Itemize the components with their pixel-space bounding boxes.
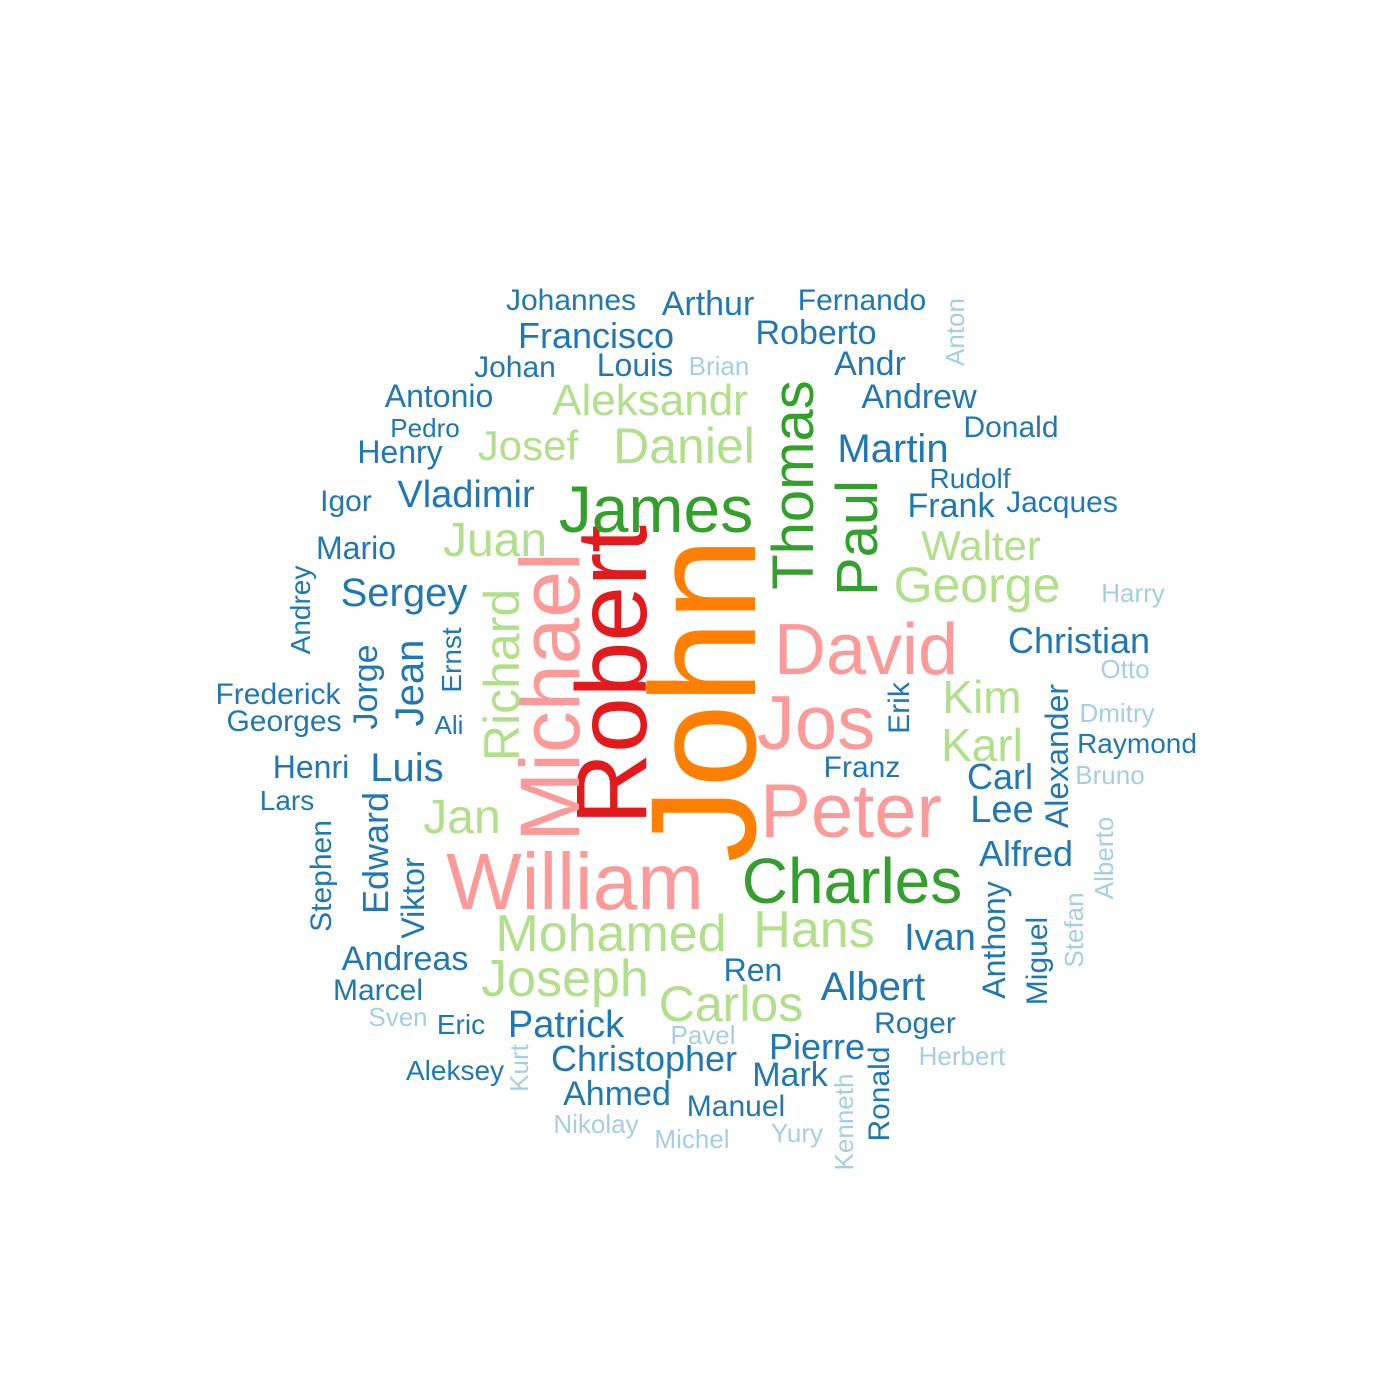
word-roger: Roger bbox=[874, 1007, 956, 1040]
word-christian: Christian bbox=[1007, 620, 1151, 661]
word-mohamed: Mohamed bbox=[495, 905, 727, 963]
word-walter: Walter bbox=[921, 522, 1041, 569]
word-ivan: Ivan bbox=[904, 917, 976, 959]
word-herbert: Herbert bbox=[918, 1041, 1006, 1071]
word-alexander: Alexander bbox=[1039, 683, 1075, 829]
word-kenneth: Kenneth bbox=[829, 1073, 859, 1171]
word-david: David bbox=[773, 610, 959, 690]
word-raymond: Raymond bbox=[1077, 728, 1197, 759]
word-sergey: Sergey bbox=[340, 571, 468, 615]
word-vladimir: Vladimir bbox=[397, 474, 535, 516]
word-dmitry: Dmitry bbox=[1079, 698, 1155, 728]
word-francisco: Francisco bbox=[517, 315, 675, 356]
word-ronald: Ronald bbox=[863, 1046, 896, 1142]
word-louis: Louis bbox=[596, 347, 674, 383]
word-jos: Jos bbox=[756, 681, 876, 766]
word-otto: Otto bbox=[1100, 654, 1150, 684]
word-henri: Henri bbox=[272, 749, 350, 785]
word-pavel: Pavel bbox=[670, 1020, 736, 1050]
word-manuel: Manuel bbox=[686, 1090, 786, 1123]
word-frederick: Frederick bbox=[215, 678, 341, 711]
word-andr: Andr bbox=[834, 345, 906, 383]
word-juan: Juan bbox=[442, 514, 548, 567]
word-harry: Harry bbox=[1101, 578, 1165, 608]
word-rudolf: Rudolf bbox=[929, 463, 1011, 494]
word-erik: Erik bbox=[883, 682, 916, 734]
word-christopher: Christopher bbox=[550, 1038, 738, 1079]
word-brian: Brian bbox=[688, 351, 750, 381]
word-johan: Johan bbox=[474, 351, 556, 384]
word-lee: Lee bbox=[970, 789, 1034, 831]
word-william: William bbox=[446, 837, 704, 926]
word-donald: Donald bbox=[963, 411, 1059, 444]
word-daniel: Daniel bbox=[613, 418, 755, 474]
word-jan: Jan bbox=[423, 791, 501, 844]
word-andreas: Andreas bbox=[341, 940, 469, 978]
word-viktor: Viktor bbox=[395, 857, 431, 939]
word-luis: Luis bbox=[370, 746, 444, 790]
word-igor: Igor bbox=[320, 485, 372, 518]
word-kim: Kim bbox=[942, 671, 1022, 723]
word-jacques: Jacques bbox=[1006, 486, 1118, 519]
word-anthony: Anthony bbox=[976, 881, 1012, 999]
word-aleksandr: Aleksandr bbox=[552, 376, 748, 425]
word-georges: Georges bbox=[226, 705, 342, 738]
word-pierre: Pierre bbox=[768, 1026, 866, 1067]
word-ahmed: Ahmed bbox=[563, 1075, 671, 1113]
word-mark: Mark bbox=[752, 1056, 828, 1094]
word-henry: Henry bbox=[357, 434, 443, 470]
word-franz: Franz bbox=[823, 751, 901, 784]
word-michel: Michel bbox=[654, 1124, 730, 1154]
word-edward: Edward bbox=[355, 791, 396, 915]
word-miguel: Miguel bbox=[1021, 916, 1054, 1006]
word-yury: Yury bbox=[770, 1118, 824, 1148]
word-ali: Ali bbox=[434, 710, 464, 740]
word-james: James bbox=[558, 472, 754, 546]
word-jorge: Jorge bbox=[347, 644, 385, 730]
word-paul: Paul bbox=[825, 479, 890, 597]
word-peter: Peter bbox=[760, 769, 942, 854]
word-martin: Martin bbox=[837, 427, 949, 471]
word-richard: Richard bbox=[474, 588, 530, 762]
word-johannes: Johannes bbox=[505, 284, 637, 317]
word-fernando: Fernando bbox=[797, 284, 927, 317]
word-patrick: Patrick bbox=[507, 1004, 625, 1046]
word-alberto: Alberto bbox=[1089, 816, 1119, 900]
word-aleksey: Aleksey bbox=[405, 1055, 505, 1086]
word-carl: Carl bbox=[966, 756, 1034, 797]
word-stefan: Stefan bbox=[1059, 892, 1089, 968]
word-george: George bbox=[893, 557, 1061, 613]
word-carlos: Carlos bbox=[658, 976, 804, 1032]
word-bruno: Bruno bbox=[1075, 760, 1145, 790]
word-charles: Charles bbox=[741, 845, 963, 917]
word-roberto: Roberto bbox=[755, 314, 877, 352]
word-thomas: Thomas bbox=[761, 380, 826, 590]
word-frank: Frank bbox=[907, 487, 995, 525]
word-jean: Jean bbox=[388, 639, 432, 727]
word-joseph: Joseph bbox=[481, 950, 649, 1008]
word-josef: Josef bbox=[477, 422, 579, 469]
word-marcel: Marcel bbox=[332, 974, 424, 1007]
word-arthur: Arthur bbox=[661, 285, 755, 323]
word-sven: Sven bbox=[368, 1002, 428, 1032]
word-ernst: Ernst bbox=[436, 627, 467, 693]
word-andrew: Andrew bbox=[861, 378, 977, 416]
word-stephen: Stephen bbox=[305, 820, 338, 932]
word-mario: Mario bbox=[315, 530, 397, 566]
word-nikolay: Nikolay bbox=[553, 1109, 639, 1139]
word-anton: Anton bbox=[940, 298, 970, 366]
word-albert: Albert bbox=[820, 965, 926, 1009]
word-lars: Lars bbox=[259, 785, 315, 816]
word-antonio: Antonio bbox=[384, 378, 494, 414]
word-kurt: Kurt bbox=[504, 1044, 534, 1092]
word-andrey: Andrey bbox=[285, 565, 316, 655]
word-alfred: Alfred bbox=[978, 833, 1074, 874]
word-pedro: Pedro bbox=[390, 413, 460, 443]
word-hans: Hans bbox=[753, 901, 875, 959]
word-ren: Ren bbox=[723, 952, 783, 988]
word-karl: Karl bbox=[941, 719, 1023, 771]
word-eric: Eric bbox=[436, 1009, 486, 1040]
